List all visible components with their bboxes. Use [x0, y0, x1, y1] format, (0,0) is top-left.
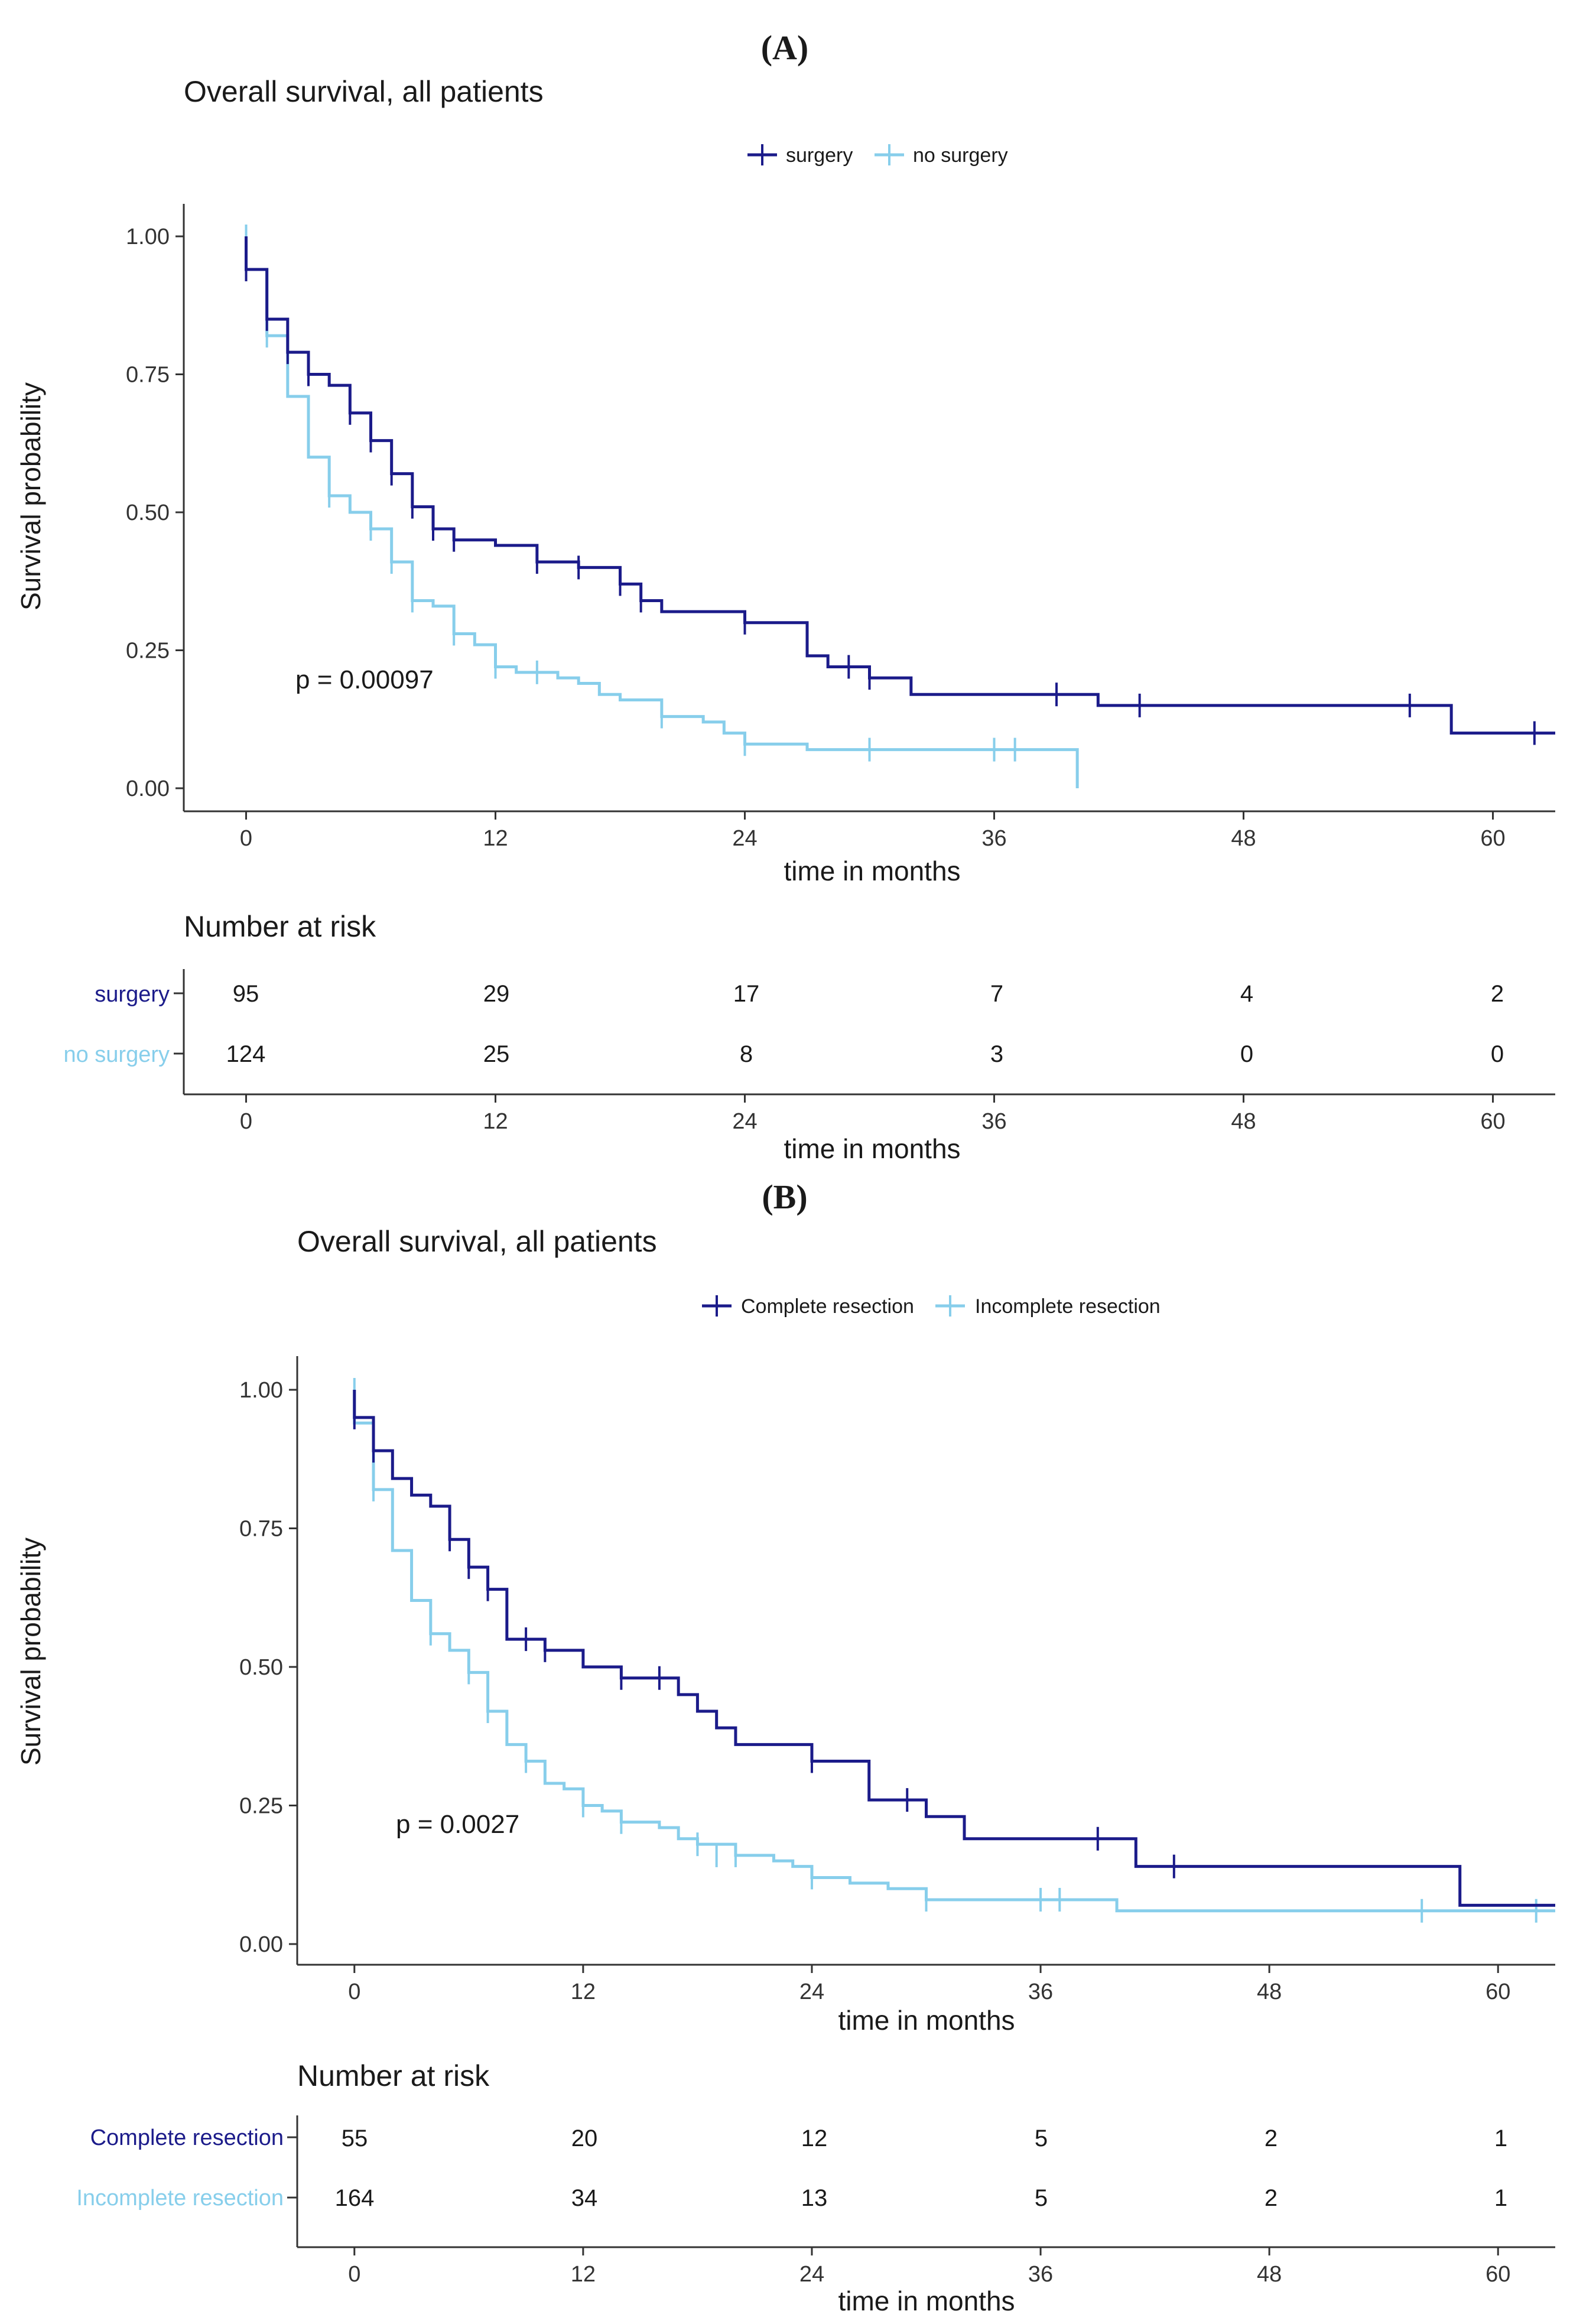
- risk-count-group1-t24: 12: [801, 2125, 828, 2151]
- y-tick-label: 0.00: [126, 776, 170, 801]
- legend: Complete resection Incomplete resection: [702, 1295, 1161, 1318]
- x-tick-label: 24: [732, 826, 757, 851]
- risk-x-tick-label: 60: [1486, 2262, 1510, 2287]
- risk-count-group1-t12: 29: [483, 981, 510, 1007]
- x-tick-label: 0: [348, 1980, 360, 2004]
- y-tick-label: 0.25: [239, 1794, 283, 1819]
- risk-count-group2-t36: 5: [1035, 2185, 1048, 2211]
- y-tick-label: 0.75: [126, 363, 170, 388]
- risk-count-group1-t60: 1: [1494, 2125, 1507, 2151]
- survival-curve-group1: [245, 236, 1555, 735]
- risk-x-tick-label: 12: [483, 1109, 508, 1134]
- x-tick-label: 12: [571, 1980, 596, 2004]
- y-axis-title: Survival probability: [15, 382, 46, 610]
- x-axis-title: time in months: [838, 2005, 1015, 2036]
- risk-x-tick-label: 0: [348, 2262, 360, 2287]
- risk-count-group1-t36: 7: [990, 981, 1003, 1007]
- risk-count-group2-t60: 0: [1491, 1041, 1504, 1067]
- risk-table-title: Number at risk: [184, 910, 376, 943]
- risk-count-group1-t48: 2: [1265, 2125, 1278, 2151]
- risk-count-group2-t0: 124: [226, 1041, 266, 1067]
- y-tick-label: 0.00: [239, 1932, 283, 1957]
- risk-count-group2-t12: 34: [571, 2185, 598, 2211]
- legend: surgery no surgery: [747, 144, 1008, 167]
- panel-b: (B) Overall survival, all patients Compl…: [15, 1178, 1555, 2316]
- survival-curve-group1: [353, 1390, 1555, 1907]
- survival-plot: 0.00 0.25 0.50 0.75 1.00 0 12 24 36 48 60: [239, 1356, 1555, 2004]
- risk-group-label-group2: Incomplete resection: [76, 2186, 284, 2211]
- risk-x-axis-title: time in months: [784, 1133, 960, 1164]
- risk-x-tick-label: 48: [1257, 2262, 1282, 2287]
- risk-count-group2-t48: 0: [1240, 1041, 1253, 1067]
- x-tick-label: 0: [240, 826, 252, 851]
- x-axis-title: time in months: [784, 856, 960, 886]
- y-tick-label: 1.00: [239, 1378, 283, 1403]
- risk-x-tick-label: 48: [1231, 1109, 1256, 1134]
- risk-x-tick-label: 0: [240, 1109, 252, 1134]
- risk-x-tick-label: 12: [571, 2262, 596, 2287]
- risk-x-tick-label: 36: [1028, 2262, 1053, 2287]
- x-tick-label: 12: [483, 826, 508, 851]
- risk-count-group1-t12: 20: [571, 2125, 598, 2151]
- legend-label-group1: Complete resection: [741, 1295, 914, 1318]
- panel-a: (A) Overall survival, all patients surge…: [15, 28, 1555, 1164]
- x-tick-label: 48: [1231, 826, 1256, 851]
- risk-count-group1-t36: 5: [1035, 2125, 1048, 2151]
- risk-count-group2-t24: 13: [801, 2185, 828, 2211]
- x-tick-label: 48: [1257, 1980, 1282, 2004]
- y-axis-title: Survival probability: [15, 1538, 46, 1766]
- risk-x-axis-title: time in months: [838, 2286, 1015, 2316]
- risk-count-group1-t0: 55: [342, 2125, 368, 2151]
- risk-count-group2-t24: 8: [740, 1041, 753, 1067]
- risk-count-group1-t0: 95: [233, 981, 259, 1007]
- y-tick-label: 0.75: [239, 1517, 283, 1542]
- risk-count-group2-t60: 1: [1494, 2185, 1507, 2211]
- risk-count-group2-t0: 164: [335, 2185, 375, 2211]
- x-tick-label: 36: [1028, 1980, 1053, 2004]
- chart-title: Overall survival, all patients: [297, 1225, 657, 1258]
- risk-table-title: Number at risk: [297, 2059, 490, 2092]
- y-tick-label: 1.00: [126, 225, 170, 249]
- chart-title: Overall survival, all patients: [184, 75, 544, 108]
- risk-count-group1-t24: 17: [733, 981, 760, 1007]
- risk-x-tick-label: 36: [981, 1109, 1006, 1134]
- risk-count-group1-t60: 2: [1491, 981, 1504, 1007]
- legend-label-group1: surgery: [786, 144, 853, 167]
- risk-group-label-group1: surgery: [95, 982, 170, 1007]
- y-tick-label: 0.25: [126, 639, 170, 664]
- p-value: p = 0.00097: [295, 665, 434, 694]
- risk-table: Number at risk Complete resection Incomp…: [76, 2059, 1555, 2316]
- risk-x-tick-label: 24: [799, 2262, 824, 2287]
- x-tick-label: 60: [1486, 1980, 1510, 2004]
- survival-curve-group2: [353, 1390, 1555, 1913]
- x-tick-label: 36: [981, 826, 1006, 851]
- y-tick-label: 0.50: [126, 500, 170, 525]
- risk-x-tick-label: 60: [1480, 1109, 1505, 1134]
- legend-label-group2: Incomplete resection: [975, 1295, 1161, 1318]
- survival-plot: 0.00 0.25 0.50 0.75 1.00 0 12 24 36 48 60: [126, 204, 1555, 851]
- legend-label-group2: no surgery: [913, 144, 1008, 167]
- risk-count-group1-t48: 4: [1240, 981, 1253, 1007]
- panel-label: (B): [762, 1178, 807, 1216]
- risk-count-group2-t12: 25: [483, 1041, 510, 1067]
- panel-label: (A): [761, 28, 809, 67]
- risk-count-group2-t36: 3: [990, 1041, 1003, 1067]
- y-tick-label: 0.50: [239, 1655, 283, 1680]
- risk-x-tick-label: 24: [732, 1109, 757, 1134]
- risk-count-group2-t48: 2: [1265, 2185, 1278, 2211]
- risk-group-label-group2: no surgery: [63, 1042, 170, 1067]
- p-value: p = 0.0027: [396, 1810, 519, 1839]
- risk-table: Number at risk surgery no surgery 95 29 …: [63, 910, 1555, 1164]
- x-tick-label: 24: [799, 1980, 824, 2004]
- risk-group-label-group1: Complete resection: [90, 2125, 284, 2150]
- survival-curve-group2: [245, 236, 1079, 788]
- x-tick-label: 60: [1480, 826, 1505, 851]
